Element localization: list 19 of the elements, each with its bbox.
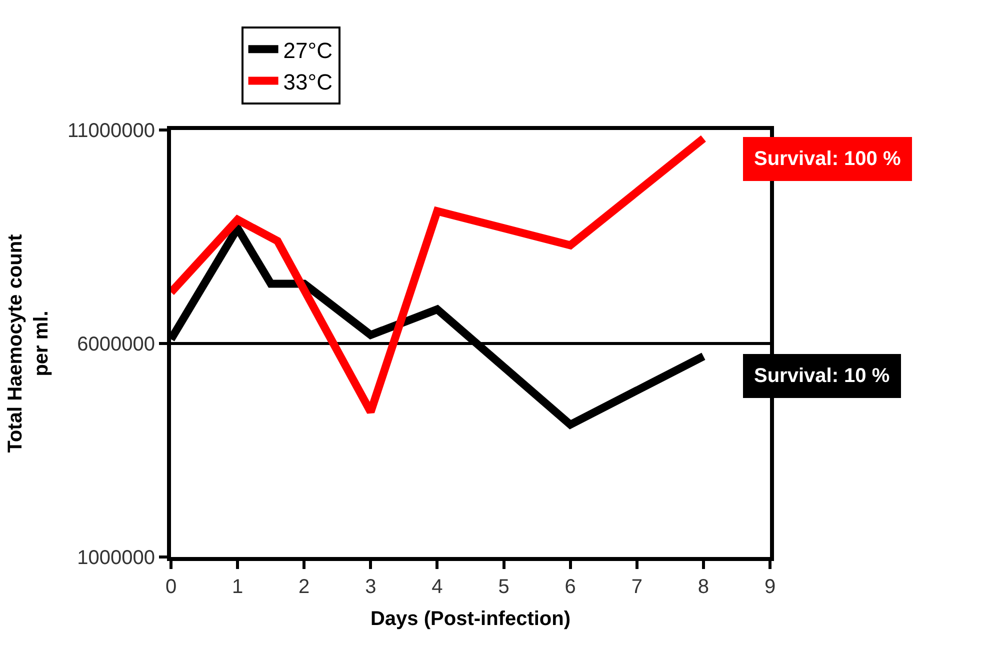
- x-tick-label: 6: [564, 576, 576, 598]
- x-tick-label: 3: [365, 576, 376, 598]
- annotation: Survival: 100 %: [754, 148, 901, 170]
- y-tick-label: 1000000: [77, 547, 155, 569]
- x-tick-label: 0: [165, 576, 177, 598]
- x-tick-label: 4: [432, 576, 443, 598]
- x-tick-label: 5: [498, 576, 510, 598]
- legend-label: 33°C: [283, 69, 333, 94]
- legend-label: 27°C: [283, 38, 333, 63]
- annotation: Survival: 10 %: [754, 365, 890, 387]
- x-tick-label: 9: [764, 576, 776, 598]
- x-tick-label: 1: [232, 576, 244, 598]
- x-tick-label: 8: [698, 576, 710, 598]
- x-tick-label: 7: [631, 576, 642, 598]
- y-tick-label: 11000000: [68, 120, 155, 142]
- x-tick-label: 2: [298, 576, 310, 598]
- x-axis-title: Days (Post-infection): [370, 608, 571, 630]
- y-tick-label: 6000000: [77, 334, 155, 356]
- y-axis-title: Total Haemocyte count per ml.: [4, 234, 52, 453]
